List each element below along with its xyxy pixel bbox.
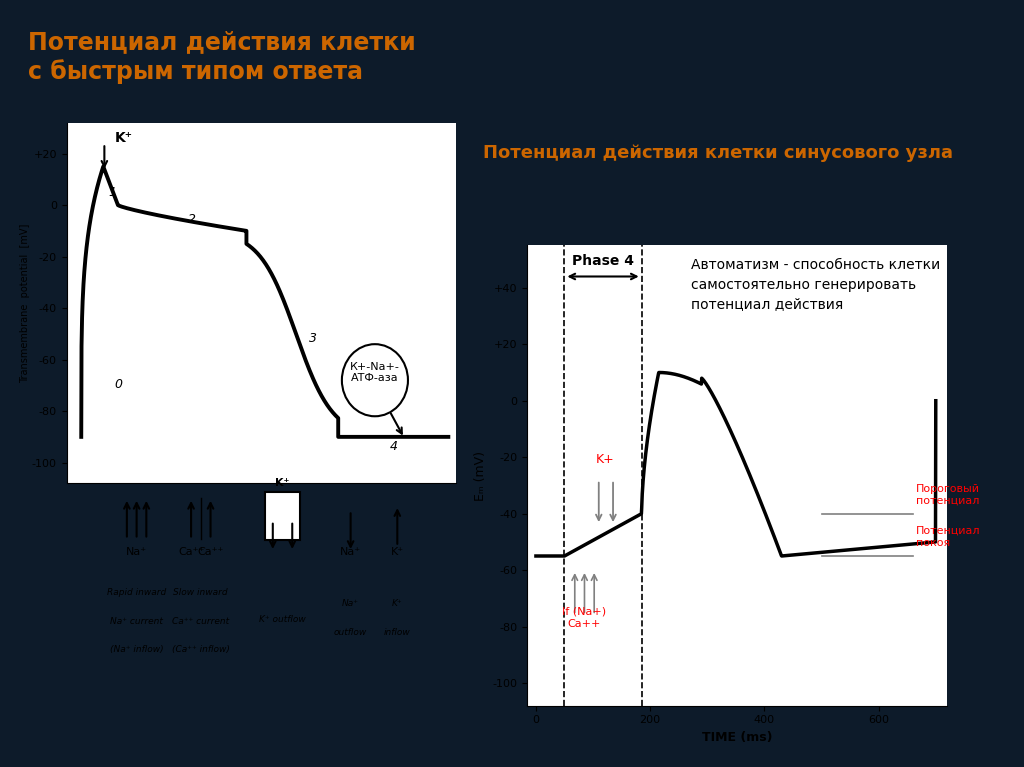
Text: Ca⁺⁺: Ca⁺⁺ xyxy=(178,547,204,557)
Text: K+: K+ xyxy=(596,453,615,466)
Text: Потенциал действия клетки синусового узла: Потенциал действия клетки синусового узл… xyxy=(482,144,952,163)
Text: 2: 2 xyxy=(187,213,196,226)
Text: Na⁺: Na⁺ xyxy=(126,547,147,557)
Text: 0: 0 xyxy=(115,378,122,391)
Text: 1: 1 xyxy=(109,186,116,199)
Text: Ca⁺⁺ current: Ca⁺⁺ current xyxy=(172,617,229,627)
Y-axis label: Eₘ (mV): Eₘ (mV) xyxy=(474,450,487,501)
Text: Na⁺ current: Na⁺ current xyxy=(111,617,163,627)
Text: K⁺: K⁺ xyxy=(275,478,290,488)
X-axis label: TIME (ms): TIME (ms) xyxy=(702,731,772,744)
Text: Автоматизм - способность клетки
самостоятельно генерировать
потенциал действия: Автоматизм - способность клетки самостоя… xyxy=(691,258,940,311)
Text: Phase 4: Phase 4 xyxy=(571,254,634,268)
Text: Rapid inward: Rapid inward xyxy=(106,588,166,597)
Text: K⁺: K⁺ xyxy=(115,131,132,145)
Text: outflow: outflow xyxy=(334,628,368,637)
Text: 4: 4 xyxy=(389,439,397,453)
Text: (Na⁺ inflow): (Na⁺ inflow) xyxy=(110,645,164,654)
Text: (Ca⁺⁺ inflow): (Ca⁺⁺ inflow) xyxy=(172,645,229,654)
Text: K⁺: K⁺ xyxy=(392,599,402,608)
Text: Na⁺: Na⁺ xyxy=(342,599,359,608)
Text: К+-Na+-
АТФ-аза: К+-Na+- АТФ-аза xyxy=(350,362,399,384)
Ellipse shape xyxy=(342,344,408,416)
Text: 3: 3 xyxy=(309,331,316,344)
Text: Потенциал
покоя: Потенциал покоя xyxy=(915,526,980,548)
Y-axis label: Transmembrane  potential  [mV]: Transmembrane potential [mV] xyxy=(20,223,31,383)
Text: K⁺ outflow: K⁺ outflow xyxy=(259,615,306,624)
Text: Slow inward: Slow inward xyxy=(173,588,228,597)
Text: Ca⁺⁺: Ca⁺⁺ xyxy=(198,547,223,557)
Text: Пороговый
потенциал: Пороговый потенциал xyxy=(915,483,980,505)
Text: If (Na+)
Ca++: If (Na+) Ca++ xyxy=(562,607,606,629)
Text: Потенциал действия клетки
с быстрым типом ответа: Потенциал действия клетки с быстрым типо… xyxy=(28,30,416,84)
Text: inflow: inflow xyxy=(384,628,411,637)
Text: Na⁺: Na⁺ xyxy=(340,547,361,557)
Text: K⁺: K⁺ xyxy=(391,547,403,557)
FancyBboxPatch shape xyxy=(264,492,300,541)
